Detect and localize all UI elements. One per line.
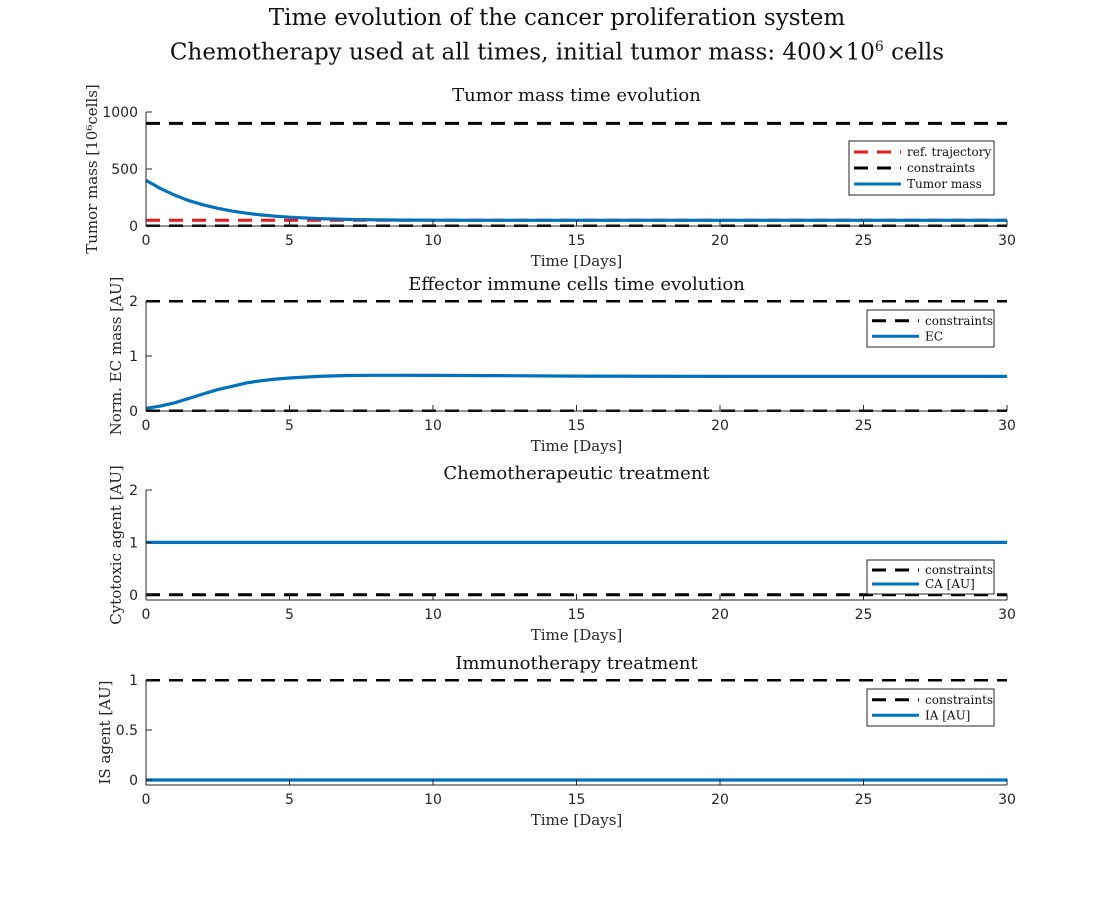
x-tick-label: 0 xyxy=(142,792,151,808)
x-tick-label: 10 xyxy=(424,607,442,623)
x-tick-label: 0 xyxy=(142,233,151,249)
legend-label: constraints xyxy=(925,693,993,707)
x-tick-label: 0 xyxy=(142,607,151,623)
x-tick-label: 30 xyxy=(998,607,1016,623)
x-tick-label: 30 xyxy=(998,418,1016,434)
y-axis-label: Tumor mass [10⁶cells] xyxy=(83,84,101,254)
y-tick-label: 0 xyxy=(129,219,138,235)
figure-title-line1: Time evolution of the cancer proliferati… xyxy=(268,5,846,31)
y-tick-label: 1 xyxy=(129,535,138,551)
subplot-title: Immunotherapy treatment xyxy=(455,653,698,674)
title-line2-exponent: 6 xyxy=(874,39,884,55)
figure-title-line2: Chemotherapy used at all times, initial … xyxy=(0,33,1114,68)
x-axis-label: Time [Days] xyxy=(531,626,623,644)
legend-box xyxy=(848,140,995,196)
x-tick-label: 25 xyxy=(855,233,873,249)
y-tick-label: 0.5 xyxy=(116,723,138,739)
x-tick-label: 15 xyxy=(568,607,586,623)
title-line2-prefix: Chemotherapy used at all times, initial … xyxy=(169,39,875,66)
x-tick-label: 20 xyxy=(711,418,729,434)
x-tick-label: 10 xyxy=(424,233,442,249)
y-tick-label: 0 xyxy=(129,404,138,420)
y-axis-label: Norm. EC mass [AU] xyxy=(107,277,125,436)
x-tick-label: 25 xyxy=(855,792,873,808)
y-tick-label: 2 xyxy=(129,294,138,310)
legend-label: constraints xyxy=(925,563,993,577)
x-axis-label: Time [Days] xyxy=(531,437,623,455)
y-tick-label: 1000 xyxy=(102,105,138,121)
x-tick-label: 15 xyxy=(568,418,586,434)
x-tick-label: 15 xyxy=(568,233,586,249)
x-tick-label: 20 xyxy=(711,233,729,249)
legend-label: CA [AU] xyxy=(925,577,975,591)
legend-box xyxy=(866,688,995,727)
legend-label: ref. trajectory xyxy=(907,145,992,159)
legend-label: EC xyxy=(925,329,943,343)
x-axis-label: Time [Days] xyxy=(531,811,623,829)
x-tick-label: 25 xyxy=(855,418,873,434)
y-axis-label: IS agent [AU] xyxy=(96,680,114,784)
legend-label: IA [AU] xyxy=(925,708,970,722)
y-tick-label: 2 xyxy=(129,483,138,499)
x-tick-label: 5 xyxy=(285,607,294,623)
subplot-4: Immunotherapy treatment 0 5 10 15 20 25 30 0 0.5 1… xyxy=(96,653,1016,829)
legend-box xyxy=(866,309,995,348)
x-tick-label: 5 xyxy=(285,792,294,808)
x-tick-label: 5 xyxy=(285,418,294,434)
legend-label: Tumor mass xyxy=(907,177,982,191)
x-tick-label: 10 xyxy=(424,792,442,808)
subplot-title: Chemotherapeutic treatment xyxy=(443,463,710,484)
x-axis-label: Time [Days] xyxy=(531,252,623,270)
legend-label: constraints xyxy=(925,314,993,328)
x-tick-label: 15 xyxy=(568,792,586,808)
subplot-3: Chemotherapeutic treatment 0 5 10 15 20 25 30 0 1… xyxy=(107,463,1016,644)
y-tick-label: 1 xyxy=(129,349,138,365)
x-tick-label: 30 xyxy=(998,792,1016,808)
series-line-tumor-mass xyxy=(145,179,1007,222)
x-tick-label: 25 xyxy=(855,607,873,623)
title-line2-suffix: cells xyxy=(883,39,945,66)
legend-label: constraints xyxy=(907,161,975,175)
x-tick-label: 30 xyxy=(998,233,1016,249)
subplot-title: Effector immune cells time evolution xyxy=(408,274,745,295)
legend: ref. trajectory constraints Tumor mass xyxy=(848,140,995,196)
x-tick-label: 20 xyxy=(711,792,729,808)
y-tick-label: 0 xyxy=(129,588,138,604)
y-axis-label: Cytotoxic agent [AU] xyxy=(107,465,125,625)
x-tick-label: 0 xyxy=(142,418,151,434)
legend-box xyxy=(866,559,995,595)
subplot-1: Tumor mass time evolution 0 5 10 15 20 25 30 0 50… xyxy=(83,84,1016,270)
x-tick-label: 10 xyxy=(424,418,442,434)
series-line-ec xyxy=(145,373,1007,410)
y-tick-label: 500 xyxy=(111,162,138,178)
subplot-title: Tumor mass time evolution xyxy=(452,85,701,106)
y-tick-label: 1 xyxy=(129,673,138,689)
y-tick-label: 0 xyxy=(129,773,138,789)
x-tick-label: 5 xyxy=(285,233,294,249)
x-tick-label: 20 xyxy=(711,607,729,623)
